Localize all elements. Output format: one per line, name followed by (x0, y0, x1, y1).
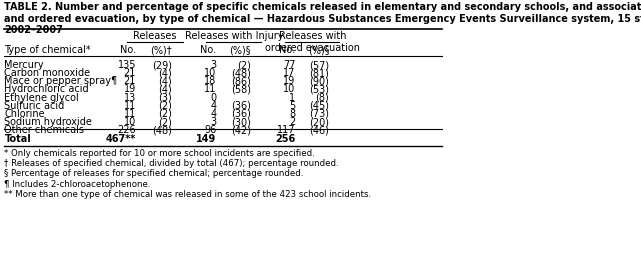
Text: 11: 11 (124, 101, 136, 111)
Text: 226: 226 (117, 125, 136, 135)
Text: 149: 149 (196, 134, 217, 144)
Text: 3: 3 (210, 117, 217, 127)
Text: (36): (36) (231, 101, 251, 111)
Text: TABLE 2. Number and percentage of specific chemicals released in elementary and : TABLE 2. Number and percentage of specif… (4, 2, 641, 36)
Text: (4): (4) (158, 76, 172, 86)
Text: Total: Total (4, 134, 31, 144)
Text: 19: 19 (283, 76, 296, 86)
Text: (90): (90) (310, 76, 329, 86)
Text: § Percentage of releases for specified chemical; percentage rounded.: § Percentage of releases for specified c… (4, 169, 304, 178)
Text: (48): (48) (231, 68, 251, 78)
Text: 2: 2 (289, 117, 296, 127)
Text: 1: 1 (289, 93, 296, 103)
Text: (29): (29) (152, 60, 172, 70)
Text: 21: 21 (124, 76, 136, 86)
Text: 5: 5 (289, 101, 296, 111)
Text: (%)§: (%)§ (308, 45, 329, 55)
Text: (3): (3) (158, 93, 172, 103)
Text: 13: 13 (124, 93, 136, 103)
Text: 0: 0 (210, 93, 217, 103)
Text: 11: 11 (124, 109, 136, 119)
Text: 96: 96 (204, 125, 217, 135)
Text: 10: 10 (283, 84, 296, 94)
Text: Ethylene glycol: Ethylene glycol (4, 93, 79, 103)
Text: 117: 117 (277, 125, 296, 135)
Text: Releases: Releases (133, 31, 176, 41)
Text: 77: 77 (283, 60, 296, 70)
Text: (73): (73) (310, 109, 329, 119)
Text: Mercury: Mercury (4, 60, 44, 70)
Text: Hydrochloric acid: Hydrochloric acid (4, 84, 89, 94)
Text: † Releases of specified chemical, divided by total (467); percentage rounded.: † Releases of specified chemical, divide… (4, 159, 339, 168)
Text: * Only chemicals reported for 10 or more school incidents are specified.: * Only chemicals reported for 10 or more… (4, 149, 315, 158)
Text: (%)†: (%)† (150, 45, 172, 55)
Text: 18: 18 (204, 76, 217, 86)
Text: (30): (30) (231, 117, 251, 127)
Text: (57): (57) (309, 60, 329, 70)
Text: (2): (2) (237, 60, 251, 70)
Text: 19: 19 (124, 84, 136, 94)
Text: (36): (36) (231, 109, 251, 119)
Text: Type of chemical*: Type of chemical* (4, 45, 91, 55)
Text: No.: No. (279, 45, 296, 55)
Text: Sodium hydroxide: Sodium hydroxide (4, 117, 92, 127)
Text: Releases with Injury: Releases with Injury (185, 31, 283, 41)
Text: (86): (86) (231, 76, 251, 86)
Text: 3: 3 (210, 60, 217, 70)
Text: Carbon monoxide: Carbon monoxide (4, 68, 90, 78)
Text: (46): (46) (310, 125, 329, 135)
Text: 17: 17 (283, 68, 296, 78)
Text: 10: 10 (124, 117, 136, 127)
Text: (45): (45) (310, 101, 329, 111)
Text: 21: 21 (124, 68, 136, 78)
Text: 256: 256 (275, 134, 296, 144)
Text: ¶ Includes 2-chloroacetophenone.: ¶ Includes 2-chloroacetophenone. (4, 180, 151, 189)
Text: ** More than one type of chemical was released in some of the 423 school inciden: ** More than one type of chemical was re… (4, 190, 372, 199)
Text: 11: 11 (204, 84, 217, 94)
Text: (81): (81) (310, 68, 329, 78)
Text: (8): (8) (315, 93, 329, 103)
Text: No.: No. (200, 45, 217, 55)
Text: 10: 10 (204, 68, 217, 78)
Text: Sulfuric acid: Sulfuric acid (4, 101, 65, 111)
Text: 4: 4 (210, 109, 217, 119)
Text: (20): (20) (310, 117, 329, 127)
Text: (53): (53) (310, 84, 329, 94)
Text: (%)§: (%)§ (229, 45, 251, 55)
Text: 8: 8 (289, 109, 296, 119)
Text: (4): (4) (158, 84, 172, 94)
Text: Mace or pepper spray¶: Mace or pepper spray¶ (4, 76, 117, 86)
Text: No.: No. (120, 45, 136, 55)
Text: 135: 135 (117, 60, 136, 70)
Text: 4: 4 (210, 101, 217, 111)
Text: (2): (2) (158, 101, 172, 111)
Text: Chlorine: Chlorine (4, 109, 45, 119)
Text: (42): (42) (231, 125, 251, 135)
Text: 467**: 467** (106, 134, 136, 144)
Text: (2): (2) (158, 109, 172, 119)
Text: (58): (58) (231, 84, 251, 94)
Text: (48): (48) (152, 125, 172, 135)
Text: Releases with
ordered evacuation: Releases with ordered evacuation (265, 31, 360, 53)
Text: (2): (2) (158, 117, 172, 127)
Text: (4): (4) (158, 68, 172, 78)
Text: Other chemicals: Other chemicals (4, 125, 85, 135)
